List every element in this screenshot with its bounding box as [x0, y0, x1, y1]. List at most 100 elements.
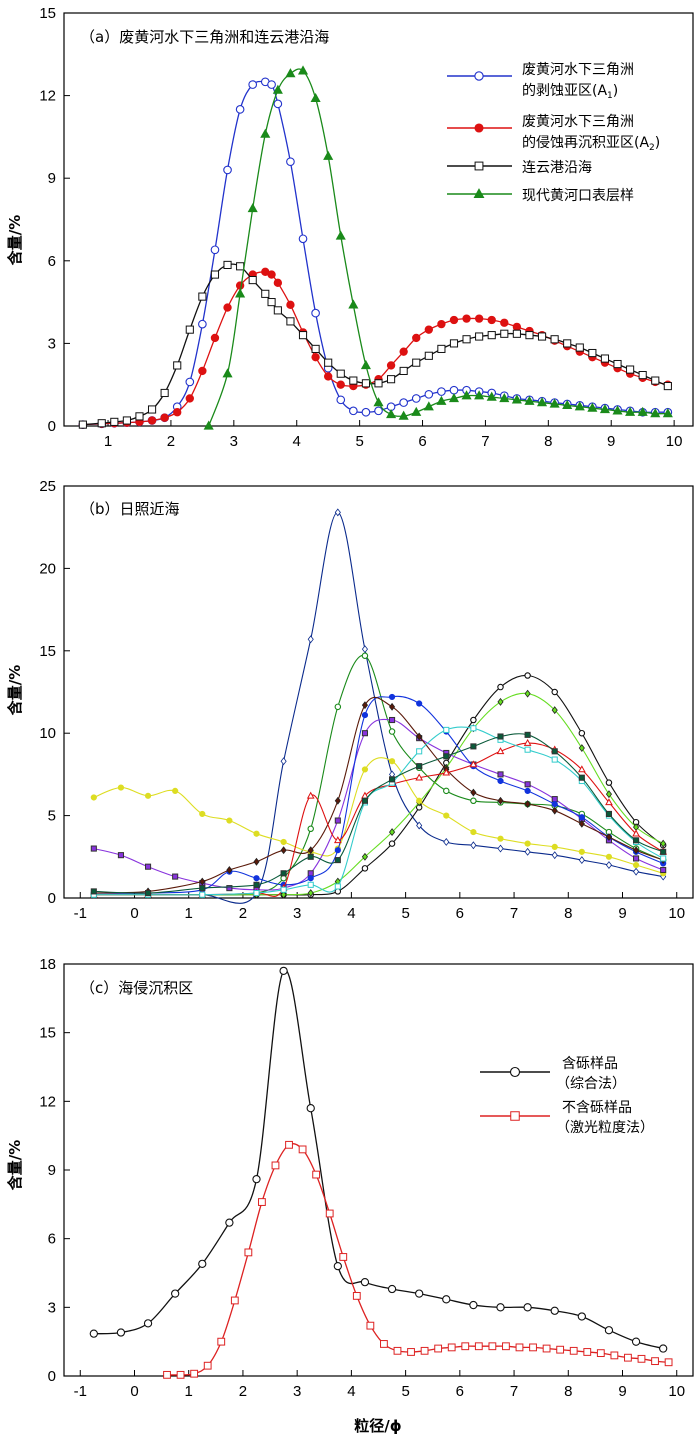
panel-b-data-point	[551, 706, 558, 715]
panel-a-data-point	[462, 335, 471, 344]
panel-a-data-point	[286, 317, 295, 326]
panel-a-xtick-label: 8	[544, 433, 552, 450]
panel-a-data-point	[297, 65, 309, 75]
panel-c-series-line	[166, 1143, 669, 1376]
panel-b-xtick-label: 9	[618, 905, 626, 922]
panel-b-data-point	[361, 766, 369, 773]
panel-b-series-line	[93, 674, 664, 896]
panel-c-ytick-label: 18	[39, 956, 56, 973]
panel-b-data-point	[389, 716, 396, 724]
panel-a-data-point	[323, 372, 333, 381]
panel-b-data-point	[416, 763, 423, 770]
panel-b-series-line	[93, 692, 664, 896]
panel-c-data-point	[569, 1346, 578, 1355]
panel-a-title: （a）废黄河水下三角洲和连云港沿海	[80, 28, 329, 46]
panel-b-data-point	[551, 843, 558, 851]
legend-a-marker	[474, 161, 484, 171]
panel-b-series-9	[90, 725, 667, 898]
panel-a-data-point	[210, 270, 220, 279]
panel-c-data-point	[407, 1348, 415, 1356]
panel-a-data-point	[575, 343, 584, 352]
panel-c-data-point	[664, 1358, 673, 1367]
panel-b-data-point	[307, 846, 314, 855]
panel-a-xtick-label: 10	[666, 433, 683, 450]
panel-a-data-point	[399, 366, 408, 376]
panel-a-data-point	[267, 298, 276, 307]
panel-a-data-point	[323, 150, 334, 160]
panel-b-data-point	[551, 800, 558, 808]
panel-a-data-point	[173, 361, 182, 370]
legend-a-marker	[474, 123, 484, 133]
panel-b-data-point	[361, 865, 369, 872]
panel-a-data-point	[525, 331, 534, 340]
panel-a-data-point	[173, 408, 182, 417]
panel-c-data-point	[198, 1259, 207, 1268]
panel-a-data-point	[437, 319, 446, 329]
panel-a-ytick-label: 15	[39, 5, 56, 22]
panel-c-data-point	[542, 1344, 551, 1353]
panel-b-data-point	[361, 652, 369, 659]
panel-a-data-point	[260, 128, 271, 138]
panel-c-data-point	[279, 966, 288, 976]
panel-c-data-point	[624, 1353, 632, 1362]
panel-b-data-point	[524, 787, 531, 794]
panel-b-data-point	[199, 810, 206, 818]
panel-b-data-point	[172, 787, 179, 794]
legend-a-marker	[473, 188, 485, 198]
panel-a-series-0	[78, 77, 673, 429]
panel-b-data-point	[524, 847, 531, 856]
legend-a-label: 废黄河水下三角洲	[522, 113, 634, 130]
panel-b-series-line	[93, 696, 664, 894]
panel-b-data-point	[497, 733, 504, 740]
panel-b-data-point	[551, 748, 558, 755]
panel-c-xtick-label: 0	[130, 1383, 138, 1400]
panel-a-data-point	[210, 245, 220, 255]
panel-b-data-point	[253, 875, 260, 882]
panel-b-data-point	[416, 797, 423, 804]
panel-a-data-point	[198, 366, 207, 376]
panel-b-data-point	[199, 885, 206, 892]
panel-a-ytick-label: 9	[48, 170, 56, 187]
panel-a-data-point	[487, 331, 496, 340]
panel-a-data-point	[210, 333, 220, 343]
panel-c-xtick-label: 8	[564, 1383, 572, 1400]
panel-c-xtick-label: -1	[74, 1383, 87, 1400]
panel-a-data-point	[500, 329, 509, 338]
panel-b-data-point	[307, 870, 314, 877]
panel-a-data-point	[436, 395, 447, 405]
panel-a-data-point	[448, 393, 460, 403]
panel-b-data-point	[633, 846, 640, 855]
panel-b-data-point	[280, 886, 287, 893]
panel-b-data-point	[443, 812, 450, 819]
panel-b-xtick-label: 8	[564, 905, 572, 922]
panel-b-data-point	[389, 702, 396, 711]
panel-c-data-point	[380, 1340, 388, 1348]
panel-c-data-point	[176, 1370, 185, 1379]
panel-a-data-point	[475, 332, 484, 341]
panel-a-data-point	[600, 354, 610, 363]
panel-c-data-point	[442, 1295, 451, 1304]
panel-b-data-point	[632, 829, 640, 837]
panel-a-data-point	[474, 314, 484, 323]
panel-b-data-point	[334, 508, 341, 517]
panel-c-data-point	[258, 1198, 266, 1206]
panel-c-ytick-label: 15	[39, 1025, 56, 1042]
panel-b-data-point	[605, 833, 613, 841]
panel-b-data-point	[416, 821, 423, 830]
panel-a-data-point	[662, 408, 673, 418]
panel-c-ylabel: 含量/%	[6, 1140, 24, 1191]
panel-c-ytick-label: 12	[39, 1093, 56, 1110]
panel-b-data-point	[280, 890, 287, 899]
panel-b-data-point	[605, 790, 613, 799]
panel-c-data-point	[89, 1329, 98, 1338]
panel-c-data-point	[244, 1248, 253, 1257]
panel-b-data-point	[524, 746, 531, 753]
panel-b-ytick-label: 25	[39, 478, 56, 495]
panel-c-ytick-label: 3	[48, 1299, 56, 1316]
panel-b-data-point	[470, 743, 477, 750]
panel-c-data-point	[230, 1296, 239, 1305]
panel-b-data-point	[361, 645, 368, 654]
panel-a-data-point	[361, 407, 371, 417]
panel-c-data-point	[604, 1326, 614, 1335]
